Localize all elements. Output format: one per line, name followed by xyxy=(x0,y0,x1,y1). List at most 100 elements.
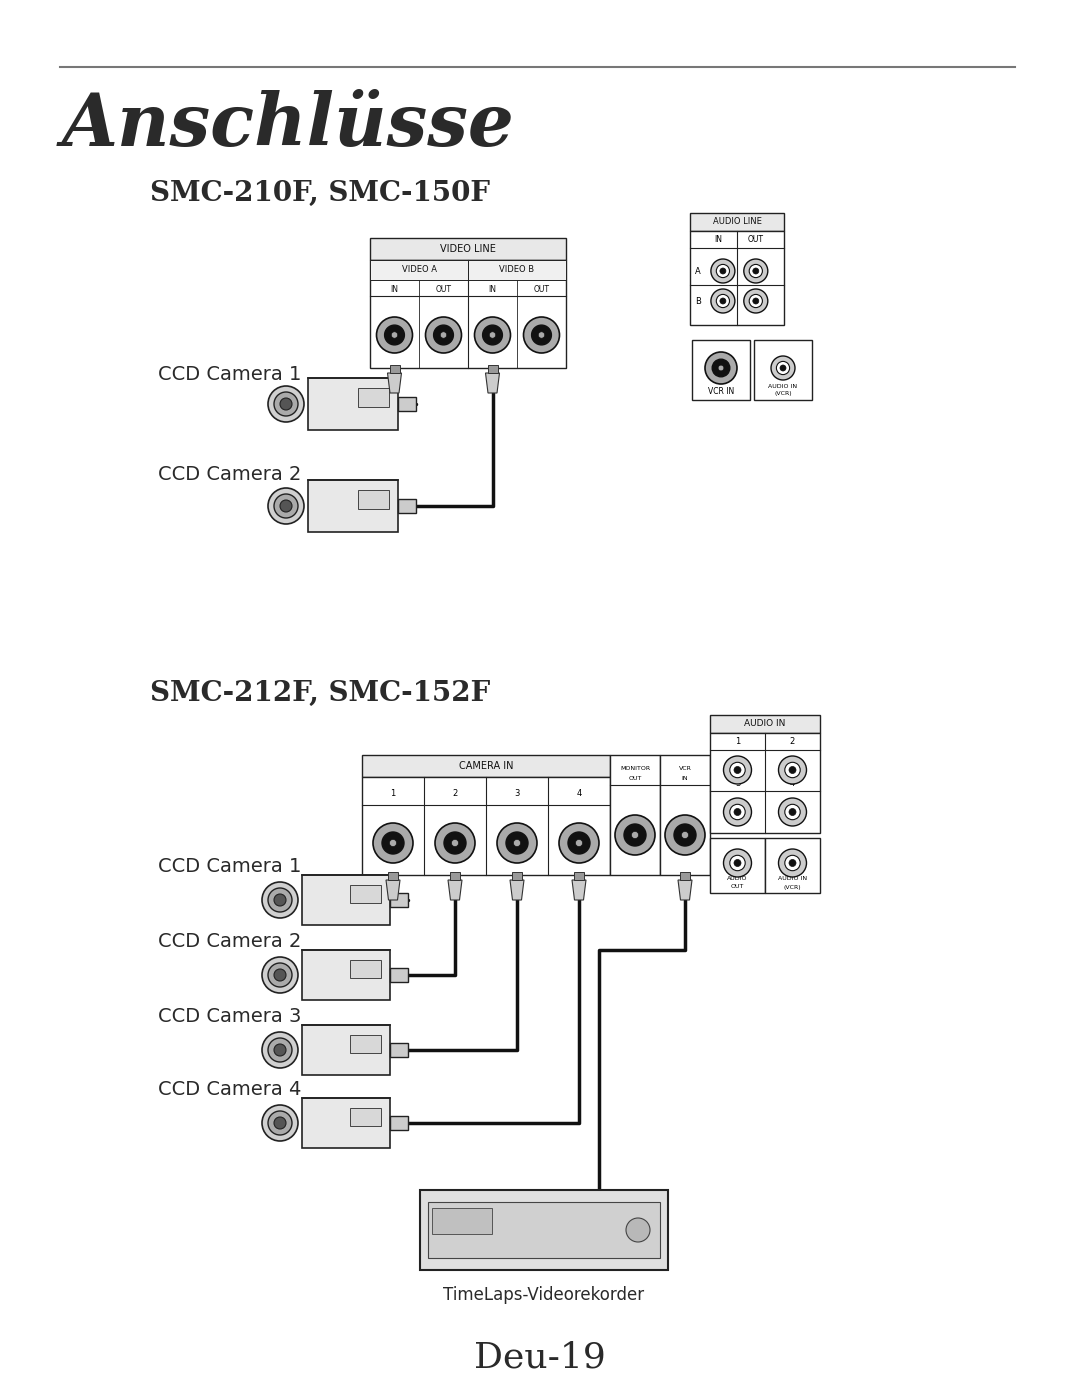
Circle shape xyxy=(426,317,461,353)
Bar xyxy=(350,1108,381,1126)
Circle shape xyxy=(626,1218,650,1242)
Bar xyxy=(350,960,381,977)
Bar xyxy=(390,365,400,373)
Text: Deu-19: Deu-19 xyxy=(474,1339,606,1374)
Text: VIDEO B: VIDEO B xyxy=(499,266,535,274)
Text: 4: 4 xyxy=(577,790,582,798)
Bar xyxy=(302,1098,390,1148)
Circle shape xyxy=(730,856,745,871)
Text: (VCR): (VCR) xyxy=(774,390,792,395)
Bar xyxy=(690,214,784,232)
Text: 3: 3 xyxy=(514,790,519,798)
Bar xyxy=(350,1035,381,1053)
Bar xyxy=(512,872,522,881)
Text: AUDIO IN: AUDIO IN xyxy=(769,383,797,389)
Circle shape xyxy=(262,882,298,918)
Text: AUDIO LINE: AUDIO LINE xyxy=(713,218,761,226)
Bar xyxy=(692,340,750,400)
Circle shape xyxy=(524,317,559,353)
Circle shape xyxy=(720,267,726,274)
Text: 3: 3 xyxy=(734,779,740,787)
Text: AUDIO IN: AUDIO IN xyxy=(778,876,807,882)
Circle shape xyxy=(559,823,599,863)
Circle shape xyxy=(497,823,537,863)
Circle shape xyxy=(280,500,292,513)
Bar xyxy=(432,1209,492,1235)
Circle shape xyxy=(280,398,292,411)
Circle shape xyxy=(785,856,800,871)
Circle shape xyxy=(568,832,590,854)
Circle shape xyxy=(274,969,286,981)
Text: (VCR): (VCR) xyxy=(784,885,801,890)
Polygon shape xyxy=(510,881,524,900)
Circle shape xyxy=(750,265,762,277)
Bar xyxy=(308,480,399,532)
Circle shape xyxy=(681,831,689,839)
Circle shape xyxy=(377,317,413,353)
Bar xyxy=(573,872,584,881)
Circle shape xyxy=(779,798,807,825)
Bar xyxy=(370,260,468,280)
Bar xyxy=(370,238,566,260)
Circle shape xyxy=(373,823,413,863)
Text: CCD Camera 1: CCD Camera 1 xyxy=(158,857,301,876)
Bar xyxy=(388,872,399,881)
Bar xyxy=(680,872,690,881)
Circle shape xyxy=(451,839,459,846)
Text: VCR: VCR xyxy=(678,766,691,772)
Circle shape xyxy=(730,805,745,820)
Polygon shape xyxy=(572,881,586,900)
Text: VCR IN: VCR IN xyxy=(707,387,734,397)
Bar xyxy=(390,967,408,983)
Text: 2: 2 xyxy=(789,737,795,747)
Text: A: A xyxy=(696,266,701,276)
Circle shape xyxy=(268,1111,292,1135)
Circle shape xyxy=(576,839,582,846)
Text: 1: 1 xyxy=(734,737,740,747)
Circle shape xyxy=(513,839,521,846)
Text: OUT: OUT xyxy=(534,284,550,294)
Bar xyxy=(370,260,566,368)
Circle shape xyxy=(705,351,737,384)
Circle shape xyxy=(779,849,807,876)
Circle shape xyxy=(384,325,404,344)
Circle shape xyxy=(724,849,752,876)
Circle shape xyxy=(777,361,789,375)
Circle shape xyxy=(674,824,696,846)
Circle shape xyxy=(483,325,502,344)
Text: Anschlüsse: Anschlüsse xyxy=(62,90,515,161)
Bar xyxy=(754,340,812,400)
Text: CCD Camera 4: CCD Camera 4 xyxy=(158,1080,301,1100)
Circle shape xyxy=(716,295,729,307)
Circle shape xyxy=(711,289,734,313)
Text: VIDEO A: VIDEO A xyxy=(402,266,436,274)
Bar xyxy=(710,733,820,832)
Bar xyxy=(390,1043,408,1057)
Bar xyxy=(350,885,381,903)
Text: CAMERA IN: CAMERA IN xyxy=(459,761,513,772)
Polygon shape xyxy=(486,373,499,393)
Circle shape xyxy=(268,1038,292,1062)
Text: AUDIO IN: AUDIO IN xyxy=(744,719,785,729)
Circle shape xyxy=(711,259,734,282)
Circle shape xyxy=(507,832,528,854)
Text: B: B xyxy=(696,296,701,306)
Text: IN: IN xyxy=(488,284,497,294)
Circle shape xyxy=(274,1118,286,1129)
Text: CCD Camera 3: CCD Camera 3 xyxy=(158,1007,301,1027)
Circle shape xyxy=(441,332,447,338)
Circle shape xyxy=(785,805,800,820)
Bar xyxy=(362,777,610,875)
Circle shape xyxy=(268,488,303,524)
Circle shape xyxy=(744,289,768,313)
Circle shape xyxy=(789,766,796,773)
Circle shape xyxy=(268,963,292,987)
Bar xyxy=(420,1191,669,1271)
Circle shape xyxy=(274,493,298,518)
Bar xyxy=(468,260,566,280)
Circle shape xyxy=(262,956,298,994)
Bar xyxy=(710,715,820,733)
Text: IN: IN xyxy=(714,236,723,244)
Bar xyxy=(302,875,390,925)
Bar xyxy=(362,755,610,777)
